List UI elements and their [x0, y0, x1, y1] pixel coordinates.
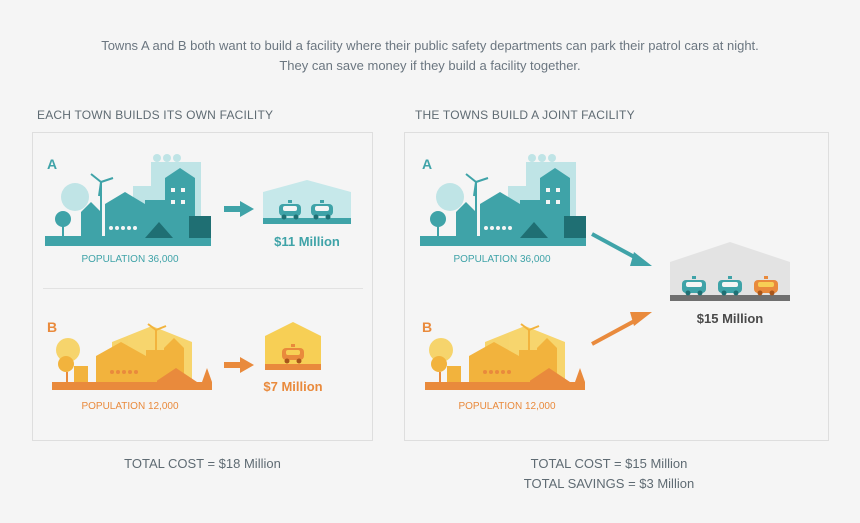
town-a-skyline-icon	[45, 154, 211, 246]
patrol-car-icon	[282, 344, 304, 364]
left-town-b-population: POPULATION 12,000	[81, 401, 179, 412]
patrol-car-icon	[279, 200, 301, 220]
right-town-b-population: POPULATION 12,000	[458, 401, 556, 412]
right-total-cost: TOTAL COST = $15 Million	[530, 456, 688, 471]
right-town-a-letter: A	[422, 156, 433, 172]
panel-divider	[43, 288, 363, 289]
left-town-a-population: POPULATION 36,000	[81, 254, 179, 265]
arrow-icon	[224, 357, 254, 373]
garage-icon	[263, 180, 351, 224]
patrol-car-icon	[682, 276, 706, 296]
left-town-b-letter: B	[47, 319, 58, 335]
arrow-icon	[591, 312, 652, 346]
intro-line-2: They can save money if they build a faci…	[279, 58, 581, 73]
patrol-car-icon	[754, 276, 778, 296]
left-panel-heading: EACH TOWN BUILDS ITS OWN FACILITY	[37, 108, 274, 122]
intro-line-1: Towns A and B both want to build a facil…	[101, 38, 759, 53]
intro-text: Towns A and B both want to build a facil…	[0, 36, 860, 76]
arrow-icon	[591, 232, 652, 266]
right-town-b-letter: B	[422, 319, 433, 335]
right-total-savings: TOTAL SAVINGS = $3 Million	[523, 476, 695, 491]
patrol-car-icon	[718, 276, 742, 296]
right-panel-heading: THE TOWNS BUILD A JOINT FACILITY	[415, 108, 635, 122]
left-total-cost: TOTAL COST = $18 Million	[124, 456, 281, 471]
town-a-cost: $11 Million	[274, 234, 340, 249]
arrow-icon	[224, 201, 254, 217]
town-b-cost: $7 Million	[263, 379, 323, 394]
town-b-skyline-icon	[425, 323, 585, 390]
garage-icon	[670, 242, 790, 301]
patrol-car-icon	[311, 200, 333, 220]
town-b-skyline-icon	[52, 323, 212, 390]
left-town-a-letter: A	[47, 156, 58, 172]
town-a-skyline-icon	[420, 154, 586, 246]
right-totals: TOTAL COST = $15 Million TOTAL SAVINGS =…	[404, 454, 814, 494]
joint-cost: $15 Million	[696, 311, 764, 326]
right-town-a-population: POPULATION 36,000	[453, 254, 551, 265]
garage-icon	[265, 322, 321, 370]
